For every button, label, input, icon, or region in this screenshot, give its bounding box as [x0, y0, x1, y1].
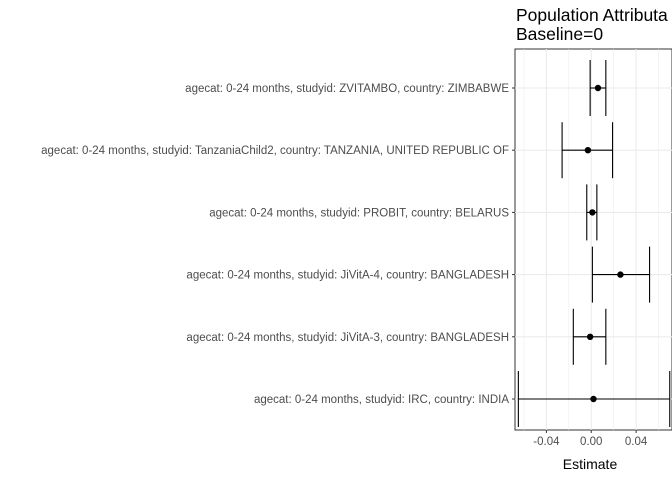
x-axis-title: Estimate [563, 456, 618, 472]
category-label: agecat: 0-24 months, studyid: JiVitA-4, … [186, 270, 509, 282]
x-tick-label: -0.04 [533, 436, 560, 448]
plot-panel [514, 48, 672, 431]
x-tick-label: 0.04 [625, 436, 648, 448]
chart-title-line-2: Baseline=0 [516, 24, 603, 44]
interval-marks [517, 60, 671, 427]
category-label: agecat: 0-24 months, studyid: PROBIT, co… [209, 207, 509, 219]
category-label: agecat: 0-24 months, studyid: ZVITAMBO, … [185, 83, 509, 95]
x-axis-ticks: -0.04 0.00 0.04 [533, 430, 648, 448]
category-label: agecat: 0-24 months, studyid: TanzaniaCh… [41, 145, 509, 157]
category-label: agecat: 0-24 months, studyid: JiVitA-3, … [186, 332, 509, 344]
category-label: agecat: 0-24 months, studyid: IRC, count… [254, 394, 509, 406]
x-tick-label: 0.00 [580, 436, 602, 448]
chart-title-line-1: Population Attributa [516, 5, 668, 25]
estimate-point [584, 147, 592, 154]
estimate-point [586, 333, 594, 340]
estimate-point [594, 84, 602, 92]
estimate-point [589, 209, 596, 216]
estimate-point [590, 395, 597, 403]
estimate-point [617, 271, 624, 278]
category-labels: agecat: 0-24 months, studyid: ZVITAMBO, … [41, 83, 515, 406]
